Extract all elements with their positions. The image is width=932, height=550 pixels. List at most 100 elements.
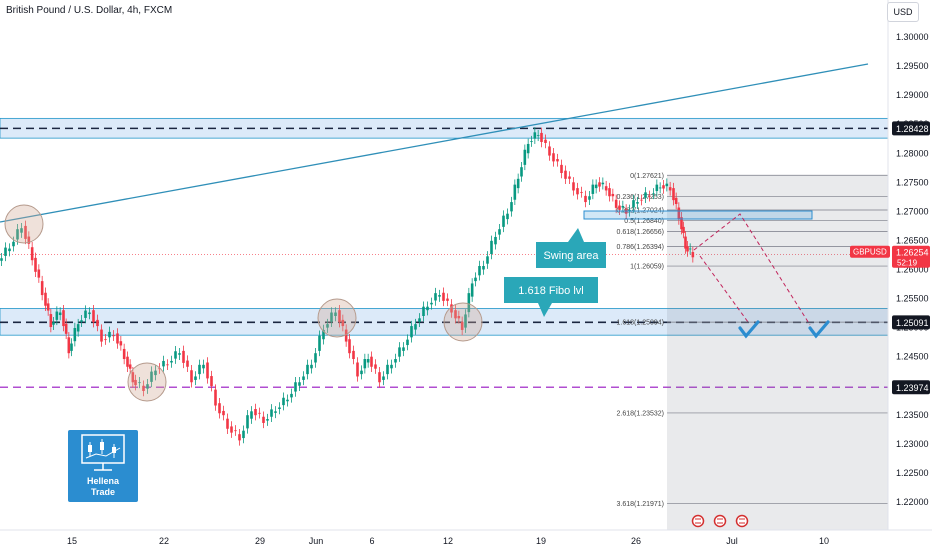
us-flag-event-icon (713, 514, 727, 528)
price-tag-label: 1.25091 (896, 318, 929, 328)
candle-body (498, 229, 501, 235)
candle-body (166, 364, 169, 366)
candle-body (198, 364, 201, 375)
candle-body (467, 293, 471, 313)
candle-body (398, 347, 401, 357)
candle-body (598, 182, 601, 187)
time-axis-bg (0, 530, 932, 550)
candle-body (302, 376, 305, 380)
candle-body (318, 335, 321, 351)
candle-body (12, 241, 15, 247)
time-tick-label: 12 (443, 536, 453, 546)
fibo-level-callout: 1.618 Fibo lvl (504, 277, 598, 317)
highlight-circle (443, 302, 483, 342)
fibonacci-retracement[interactable]: 0(1.27621)0.236(1.27253)0.382(1.27024)0.… (617, 173, 888, 531)
price-tick-label: 1.25500 (896, 294, 929, 304)
candle-body (258, 412, 261, 414)
candle-body (691, 252, 695, 258)
candle-body (352, 350, 355, 360)
time-tick-label: 29 (255, 536, 265, 546)
candle-body (310, 364, 313, 369)
zones (0, 117, 889, 389)
price-axis-bg (888, 0, 932, 550)
time-tick-label: 19 (536, 536, 546, 546)
candle-body (644, 192, 647, 198)
candle-body (474, 277, 477, 282)
candle-body (8, 248, 11, 252)
candle-body (134, 379, 137, 386)
candle-body (513, 184, 517, 200)
candle-body (322, 329, 325, 340)
price-tag-label: 1.23974 (896, 383, 929, 393)
fib-level-label: 3.618(1.21971) (617, 501, 664, 508)
candle-body (146, 384, 149, 389)
price-tick-label: 1.23500 (896, 410, 929, 420)
candle-body (526, 143, 530, 154)
candle-body (662, 185, 665, 189)
candle-body (64, 323, 68, 334)
check-icon (738, 320, 760, 339)
fib-projection-area (667, 175, 888, 531)
candle-body (591, 184, 595, 194)
candle-body (138, 382, 141, 384)
candle-body (523, 149, 527, 165)
candle-body (230, 426, 233, 433)
us-flag-event-icon (691, 514, 705, 528)
candle-body (658, 187, 662, 189)
candle-body (214, 389, 217, 406)
candle-body (516, 178, 520, 189)
candle-body (414, 324, 417, 330)
candle-body (44, 292, 47, 306)
candle-body (668, 187, 672, 191)
drawings[interactable]: Swing area 1.618 Fibo lvl (0, 63, 869, 528)
candle-body (49, 314, 53, 328)
candle-body (80, 320, 83, 322)
currency-button[interactable]: USD (887, 2, 919, 22)
candle-body (478, 266, 481, 276)
candle-body (636, 202, 639, 204)
candle-body (202, 364, 205, 369)
candle-body (363, 359, 367, 369)
candle-body (182, 350, 185, 363)
price-tag-label: 1.28428 (896, 124, 929, 134)
time-axis[interactable]: 15 22 29 Jun 6 12 19 26 Jul 10 (0, 529, 932, 550)
time-tick-label: Jul (726, 536, 738, 546)
candle-body (378, 372, 381, 383)
price-tick-label: 1.23000 (896, 439, 929, 449)
candle-body (556, 159, 559, 162)
candle-body (0, 258, 3, 261)
price-tick-label: 1.26500 (896, 235, 929, 245)
candle-body (210, 376, 213, 387)
check-icon (808, 320, 830, 339)
candle-body (568, 176, 571, 179)
swing-area-label: Swing area (543, 250, 599, 262)
candle-body (672, 188, 675, 201)
candle-body (234, 430, 237, 432)
candle-body (270, 409, 273, 417)
candle-body (290, 393, 293, 398)
time-tick-label: 22 (159, 536, 169, 546)
candle-body (286, 399, 289, 402)
fib-level-label: 2.618(1.23532) (617, 410, 664, 417)
candle-body (178, 353, 181, 355)
candle-body (76, 324, 80, 332)
candles (0, 127, 695, 446)
trendline (0, 63, 869, 223)
candle-body (460, 321, 464, 330)
candle-body (298, 382, 301, 386)
candle-body (330, 312, 333, 322)
candle-body (314, 353, 317, 363)
candle-body (588, 196, 591, 200)
candle-body (470, 283, 474, 297)
candle-body (648, 195, 651, 197)
candle-body (442, 292, 445, 301)
projection-path-a (693, 213, 811, 326)
fib-level-label: 1(1.26059) (630, 264, 664, 271)
candle-body (246, 415, 249, 429)
candle-body (344, 329, 348, 342)
price-tick-label: 1.29000 (896, 90, 929, 100)
fib-level-label: 0.5(1.26840) (624, 218, 664, 225)
price-axis[interactable]: 1.300001.295001.290001.285001.280001.275… (850, 0, 932, 550)
candle-body (88, 312, 91, 315)
